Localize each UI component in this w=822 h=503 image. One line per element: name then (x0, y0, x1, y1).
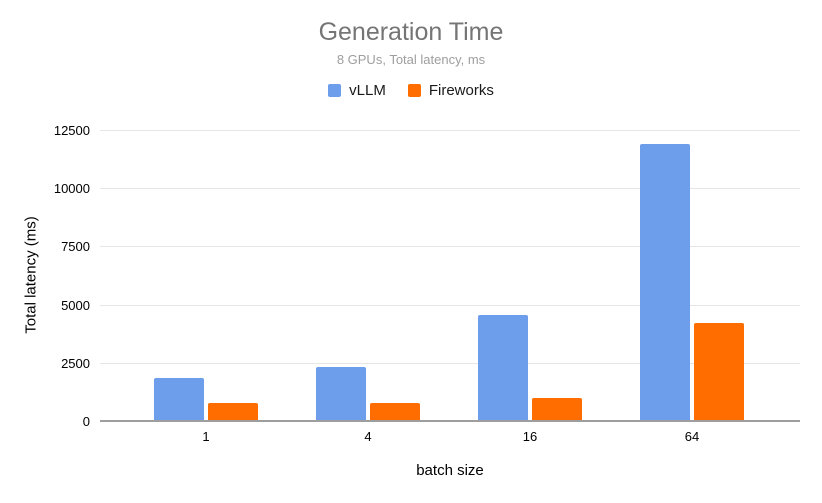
y-gridline-2500 (100, 362, 800, 364)
bar-fireworks-batch-16 (532, 398, 582, 421)
legend-swatch-fireworks (407, 84, 421, 97)
bar-vllm-batch-64 (639, 144, 690, 421)
legend-swatch-vllm (328, 84, 342, 97)
x-tick-label-16: 16 (522, 429, 538, 444)
bar-fireworks-batch-64 (693, 323, 744, 421)
x-tick-label-4: 4 (364, 429, 372, 444)
y-tick-label-2500: 2500 (61, 355, 90, 371)
x-axis-title: batch size (416, 462, 484, 479)
chart-title: Generation Time (318, 18, 504, 46)
plot-area: 0 2500 5000 7500 10000 12500 1 4 16 64 (54, 124, 800, 444)
y-gridline-10000 (100, 188, 800, 190)
y-gridline-12500 (100, 130, 800, 131)
y-gridline-5000 (100, 304, 800, 306)
bar-fireworks-batch-1 (207, 403, 258, 421)
y-tick-label-0: 0 (82, 414, 90, 429)
bar-fireworks-batch-4 (370, 402, 421, 421)
chart-subtitle: 8 GPUs, Total latency, ms (336, 52, 486, 67)
y-tick-label-5000: 5000 (61, 297, 90, 313)
x-axis-baseline (100, 420, 800, 422)
bar-vllm-batch-1 (153, 377, 204, 421)
y-tick-label-7500: 7500 (61, 239, 90, 255)
x-tick-label-1: 1 (202, 429, 210, 444)
legend-label-fireworks: Fireworks (428, 82, 494, 99)
bar-vllm-batch-4 (316, 367, 367, 421)
legend-label-vllm: vLLM (349, 82, 386, 99)
legend-item-fireworks: Fireworks (407, 82, 494, 99)
y-tick-label-12500: 12500 (53, 123, 90, 138)
legend-item-vllm: vLLM (328, 82, 386, 99)
y-gridline-7500 (100, 246, 800, 248)
y-axis-title: Total latency (ms) (22, 216, 40, 334)
legend: vLLM Fireworks (0, 82, 822, 99)
y-tick-label-10000: 10000 (53, 181, 90, 197)
x-tick-label-64: 64 (684, 429, 700, 444)
bar-vllm-batch-16 (478, 315, 528, 421)
